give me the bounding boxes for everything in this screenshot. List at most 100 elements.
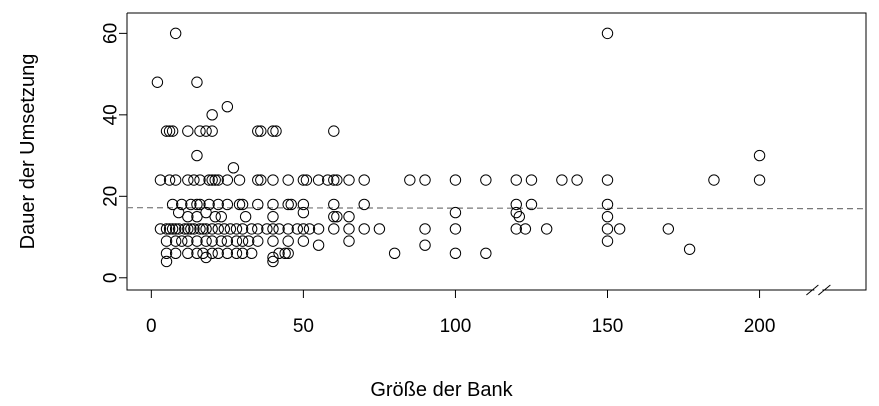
- data-point: [267, 251, 279, 264]
- data-point: [169, 235, 182, 247]
- data-point: [267, 235, 279, 247]
- data-point: [282, 223, 294, 235]
- y-tick-label: 20: [101, 186, 122, 207]
- data-point: [182, 174, 194, 186]
- data-point: [540, 223, 553, 235]
- data-point: [683, 243, 696, 255]
- data-point: [169, 174, 182, 186]
- data-point: [601, 198, 614, 211]
- data-point: [613, 223, 626, 235]
- data-point: [343, 235, 355, 247]
- data-point: [358, 198, 370, 211]
- data-point: [273, 247, 285, 260]
- data-point: [188, 223, 200, 235]
- data-point: [191, 149, 203, 162]
- data-point: [212, 198, 224, 211]
- data-point: [236, 247, 249, 260]
- data-point: [449, 247, 462, 260]
- data-point: [328, 125, 340, 137]
- data-point: [303, 223, 316, 235]
- y-tick-label: 0: [101, 272, 122, 283]
- data-point: [160, 247, 173, 260]
- data-point: [206, 109, 218, 121]
- data-point: [601, 210, 614, 223]
- data-point: [221, 247, 234, 260]
- x-tick-label: 0: [146, 316, 157, 337]
- data-point: [154, 174, 167, 186]
- data-point: [163, 125, 176, 137]
- data-point: [151, 76, 164, 88]
- data-point: [182, 125, 194, 137]
- data-point: [328, 174, 340, 186]
- data-point: [252, 235, 264, 247]
- data-point: [185, 223, 197, 235]
- data-point: [267, 174, 279, 186]
- data-point: [194, 198, 206, 211]
- y-axis-label: Dauer der Umsetzung: [17, 54, 39, 250]
- data-point: [221, 198, 234, 211]
- data-point: [312, 239, 325, 251]
- data-point: [273, 223, 285, 235]
- data-point: [188, 174, 200, 186]
- data-point: [200, 235, 212, 247]
- break-slash: [806, 284, 819, 296]
- data-point: [191, 198, 203, 211]
- data-point: [166, 125, 179, 137]
- y-tick-label: 60: [101, 23, 122, 44]
- data-point: [388, 247, 401, 260]
- data-point: [601, 235, 614, 247]
- x-axis-label: Größe der Bank: [370, 379, 513, 401]
- data-point: [328, 198, 340, 211]
- data-point: [169, 223, 182, 235]
- data-point: [221, 235, 234, 247]
- data-point: [212, 174, 224, 186]
- data-point: [200, 251, 212, 264]
- data-point: [267, 125, 279, 137]
- data-point: [212, 223, 224, 235]
- data-point: [267, 210, 279, 223]
- data-point: [297, 174, 310, 186]
- data-point: [194, 174, 206, 186]
- data-point: [285, 198, 297, 211]
- data-point: [163, 174, 176, 186]
- data-point: [197, 223, 209, 235]
- data-point: [255, 174, 267, 186]
- break-slash: [818, 284, 831, 296]
- data-point: [209, 210, 221, 223]
- data-point: [169, 247, 182, 260]
- data-point: [449, 206, 462, 219]
- data-point: [221, 100, 234, 113]
- data-point: [236, 198, 249, 211]
- data-point: [282, 198, 294, 211]
- data-point: [154, 223, 167, 235]
- data-point: [252, 198, 264, 211]
- data-point: [218, 223, 231, 235]
- x-tick-label: 150: [592, 316, 624, 337]
- data-point: [203, 174, 215, 186]
- data-point: [261, 223, 273, 235]
- data-point: [233, 174, 246, 186]
- data-point: [267, 255, 279, 268]
- data-point: [519, 223, 532, 235]
- data-point: [206, 223, 218, 235]
- data-point: [419, 174, 431, 186]
- data-point: [245, 247, 258, 260]
- data-point: [212, 247, 224, 260]
- data-point: [191, 76, 203, 88]
- data-point: [197, 247, 209, 260]
- data-point: [267, 198, 279, 211]
- data-point: [510, 206, 522, 219]
- data-point: [601, 174, 614, 186]
- data-point: [221, 174, 234, 186]
- plot-frame: [126, 12, 867, 291]
- x-axis: 0 50 100 150 200: [146, 290, 775, 337]
- data-point: [480, 174, 492, 186]
- data-point: [282, 174, 294, 186]
- data-point: [449, 223, 462, 235]
- data-point: [239, 210, 252, 223]
- data-point: [525, 174, 538, 186]
- data-point: [322, 174, 334, 186]
- data-point: [172, 223, 185, 235]
- data-point: [163, 223, 176, 235]
